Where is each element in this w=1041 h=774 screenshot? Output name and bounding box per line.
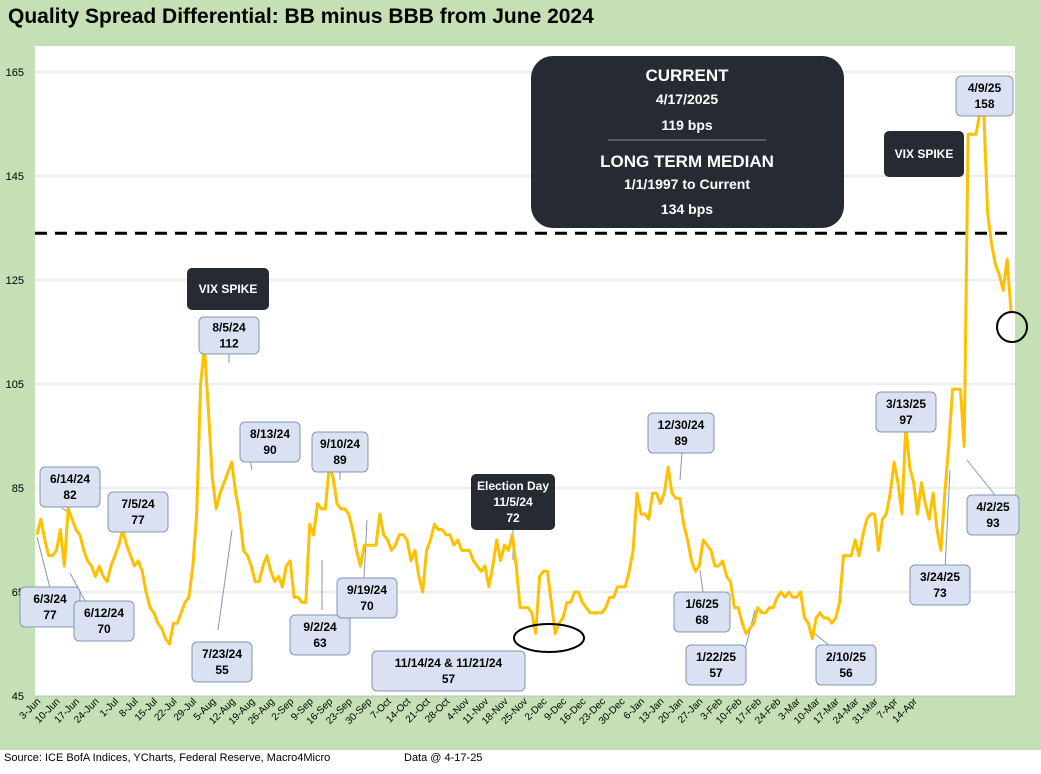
y-tick-label: 45 [12,691,24,703]
callout-box [73,600,135,642]
callout-connector [944,469,951,571]
chart-title: Quality Spread Differential: BB minus BB… [0,0,1041,34]
callout-text: 9/2/24 [303,620,337,634]
callout-text: 6/3/24 [33,592,67,606]
callout-text: 7/5/24 [121,497,155,511]
info-median-label: LONG TERM MEDIAN [600,152,774,171]
callout-box [39,466,101,508]
callout-text: 9/19/24 [347,583,387,597]
callout-box [955,75,1014,117]
dark-label-text: 72 [506,511,520,525]
current-point-circle [996,311,1028,343]
callout-text: 158 [974,97,994,111]
y-tick-label: 85 [12,483,24,495]
info-median-range: 1/1/1997 to Current [624,176,750,192]
y-tick-label: 165 [6,67,24,79]
callout-connector [363,519,368,579]
callout-text: 55 [215,663,229,677]
callout-text: 70 [97,622,111,636]
callout-text: 89 [674,434,688,448]
callout-box [289,614,351,656]
callout-labels: VIX SPIKE VIX SPIKE Election Day 11/5/24 72 6… [19,75,1020,692]
callout-text: 8/13/24 [250,427,290,441]
callout-text: 89 [333,453,347,467]
callout-box [647,412,715,454]
plot-area [35,46,1015,696]
info-median-value: 134 bps [661,201,713,217]
callout-box [875,391,937,433]
callout-text: 82 [63,488,77,502]
callout-text: 57 [442,672,456,686]
callout-text: 4/2/25 [976,500,1010,514]
y-tick-label: 125 [6,275,24,287]
callout-connector [36,536,51,589]
callout-text: 112 [219,337,239,351]
callout-text: 6/14/24 [50,472,90,486]
callout-text: 12/30/24 [658,418,705,432]
callout-box [107,491,169,533]
callout-connector [217,529,233,631]
callout-text: 7/23/24 [202,647,242,661]
callout-text: 77 [131,513,145,527]
callout-connector [699,569,704,593]
dark-label-box [187,268,269,310]
callout-text: 11/14/24 & 11/21/24 [395,656,503,670]
callout-text: 93 [986,516,1000,530]
callout-text: 3/13/25 [886,397,926,411]
callout-connector [679,451,683,481]
highlight-ellipses [513,311,1028,653]
callout-text: 1/6/25 [685,597,719,611]
info-current-date: 4/17/2025 [656,91,718,107]
callout-text: 90 [263,443,277,457]
callout-text: 2/10/25 [826,650,866,664]
dark-label-text: VIX SPIKE [199,282,258,296]
callout-text: 68 [695,613,709,627]
callout-box [815,644,877,686]
callout-box [336,577,398,619]
callout-box [311,431,369,473]
callout-box [909,564,971,606]
current-info-box: CURRENT 4/17/2025 119 bps LONG TERM MEDI… [531,56,844,228]
spread-series-line [35,106,1013,646]
callout-text: 97 [899,413,913,427]
info-current-value: 119 bps [661,117,713,133]
callout-box [673,591,731,633]
callout-text: 73 [933,586,947,600]
y-tick-label: 105 [6,379,24,391]
callout-box [371,650,526,692]
callout-text: 9/10/24 [320,437,360,451]
callout-text: 56 [839,666,853,680]
callout-text: 63 [313,636,327,650]
y-tick-label: 145 [6,171,24,183]
low-points-ellipse [513,623,585,653]
callout-connector [69,572,86,602]
callout-text: 6/12/24 [84,606,124,620]
dark-label-text: 11/5/24 [493,495,533,509]
callout-box [191,641,253,683]
dark-label-text: VIX SPIKE [895,147,954,161]
callout-box [966,494,1020,536]
callout-connector [966,459,996,496]
dark-label-text: Election Day [477,479,549,493]
info-current-label: CURRENT [645,66,729,85]
footer-source: Source: ICE BofA Indices, YCharts, Feder… [4,752,331,764]
callout-text: 70 [360,599,374,613]
callout-text: 3/24/25 [920,570,960,584]
callout-box [239,421,301,463]
callout-text: 57 [709,666,723,680]
dark-label-box [471,474,555,530]
callout-text: 8/5/24 [212,321,246,335]
callout-text: 1/22/25 [696,650,736,664]
dark-label-box [884,131,964,177]
footer-data-date: Data @ 4-17-25 [404,752,483,764]
callout-text: 4/9/25 [968,81,1002,95]
callout-box [685,644,747,686]
callout-text: 77 [43,608,57,622]
callout-box [198,316,260,355]
